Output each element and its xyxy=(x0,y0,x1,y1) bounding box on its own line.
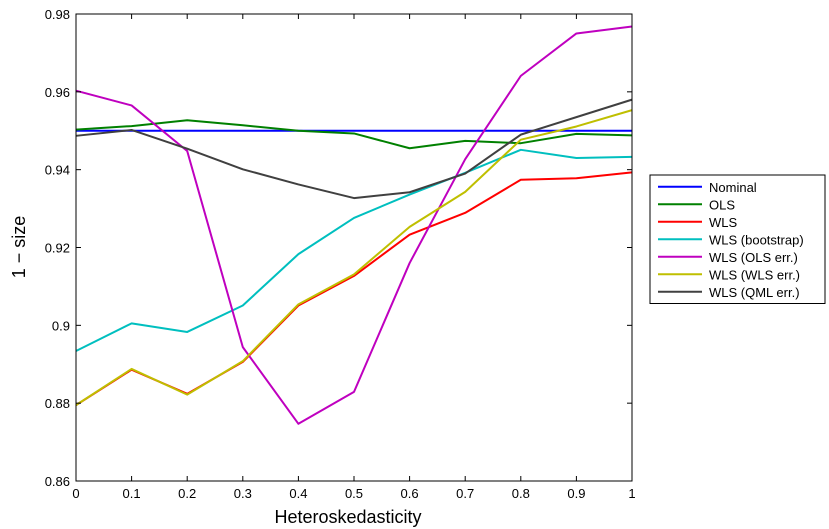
x-tick-label: 0.1 xyxy=(123,486,141,501)
x-tick-label: 0.3 xyxy=(234,486,252,501)
x-tick-label: 0.7 xyxy=(456,486,474,501)
legend-label: WLS (OLS err.) xyxy=(709,250,798,265)
legend-label: OLS xyxy=(709,197,735,212)
legend-label: WLS (QML err.) xyxy=(709,285,800,300)
legend-label: WLS xyxy=(709,215,738,230)
legend-label: WLS (WLS err.) xyxy=(709,267,800,282)
y-tick-label: 0.94 xyxy=(45,163,70,178)
series-line-wls-ols-err xyxy=(75,25,633,425)
series-line-wls-wls-err xyxy=(75,109,633,406)
axes xyxy=(75,13,633,482)
x-axis-label: Heteroskedasticity xyxy=(274,507,421,527)
y-axis-label: 1 − size xyxy=(9,216,29,279)
series-line-wls-bootstrap xyxy=(75,148,633,352)
x-tick-label: 0 xyxy=(72,486,79,501)
x-tick-label: 0.4 xyxy=(289,486,307,501)
x-tick-label: 0.8 xyxy=(512,486,530,501)
x-tick-label: 0.9 xyxy=(567,486,585,501)
series-line-ols xyxy=(75,119,633,150)
series-line-wls-qml-err xyxy=(75,98,633,200)
x-tick-label: 1 xyxy=(628,486,635,501)
y-tick-labels: 0.86 0.88 0.9 0.92 0.94 0.96 0.98 xyxy=(45,7,70,489)
y-tick-label: 0.96 xyxy=(45,85,70,100)
legend-label: WLS (bootstrap) xyxy=(709,232,804,247)
y-tick-label: 0.88 xyxy=(45,396,70,411)
y-tick-label: 0.98 xyxy=(45,7,70,22)
legend-label: Nominal xyxy=(709,180,757,195)
legend: Nominal OLS WLS WLS (bootstrap) WLS (OLS err… xyxy=(649,174,826,304)
y-tick-label: 0.86 xyxy=(45,474,70,489)
plot-area xyxy=(76,14,632,481)
x-tick-label: 0.6 xyxy=(401,486,419,501)
y-tick-label: 0.9 xyxy=(52,318,70,333)
y-tick-label: 0.92 xyxy=(45,241,70,256)
x-tick-label: 0.2 xyxy=(178,486,196,501)
x-tick-label: 0.5 xyxy=(345,486,363,501)
plot-background xyxy=(76,14,632,481)
series-lines xyxy=(75,25,633,425)
x-tick-labels: 0 0.1 0.2 0.3 0.4 0.5 0.6 0.7 0.8 0.9 1 xyxy=(72,486,635,501)
